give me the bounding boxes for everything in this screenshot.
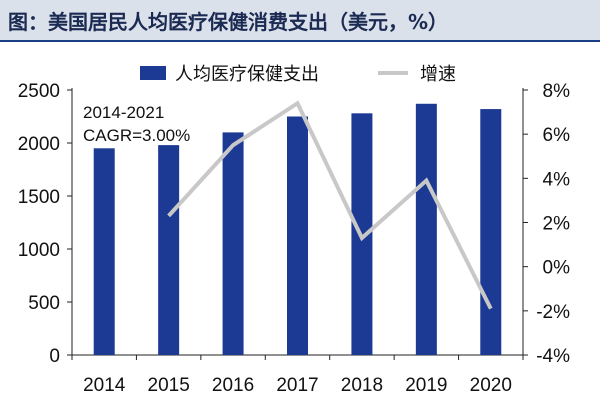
right-axis-tick-label: 2%: [543, 214, 571, 235]
x-axis-tick-label: 2017: [276, 375, 318, 396]
left-axis-tick-label: 1000: [18, 240, 60, 261]
bar-2020: [480, 109, 502, 355]
left-axis-tick-label: 500: [28, 293, 60, 314]
right-axis-tick-label: 0%: [543, 258, 571, 279]
x-axis-tick-label: 2016: [212, 375, 254, 396]
legend-line-label: 增速: [420, 64, 456, 84]
growth-line: [167, 100, 493, 310]
bar-2017: [287, 116, 308, 355]
right-axis-tick-label: 6%: [543, 125, 571, 146]
right-axis-tick-label: -2%: [536, 302, 570, 323]
x-axis-tick-label: 2019: [405, 375, 447, 396]
legend-bar-swatch: [140, 66, 166, 80]
x-axis-tick-label: 2018: [341, 375, 383, 396]
legend-bar-label: 人均医疗保健支出: [175, 64, 319, 84]
left-axis-tick-label: 2000: [18, 134, 60, 155]
right-axis-tick-label: 8%: [543, 81, 571, 102]
left-axis-tick-label: 1500: [18, 187, 60, 208]
left-axis-tick-label: 0: [49, 346, 60, 367]
bar-2015: [158, 145, 180, 355]
chart-title: 图：美国居民人均医疗保健消费支出（美元，%）: [8, 10, 449, 34]
cagr-annotation-value: CAGR=3.00%: [83, 126, 190, 145]
x-axis-tick-label: 2014: [83, 375, 126, 396]
right-axis-tick-label: 4%: [543, 169, 571, 190]
bar-2019: [415, 103, 437, 355]
x-axis-tick-label: 2020: [470, 375, 512, 396]
chart-header: 图：美国居民人均医疗保健消费支出（美元，%）: [0, 0, 600, 42]
x-axis-tick-label: 2015: [148, 375, 190, 396]
right-axis-tick-label: -4%: [536, 346, 570, 367]
cagr-annotation-period: 2014-2021: [83, 103, 164, 122]
left-axis-tick-label: 2500: [18, 81, 60, 102]
bar-2016: [222, 132, 244, 355]
bar-2014: [93, 148, 115, 355]
